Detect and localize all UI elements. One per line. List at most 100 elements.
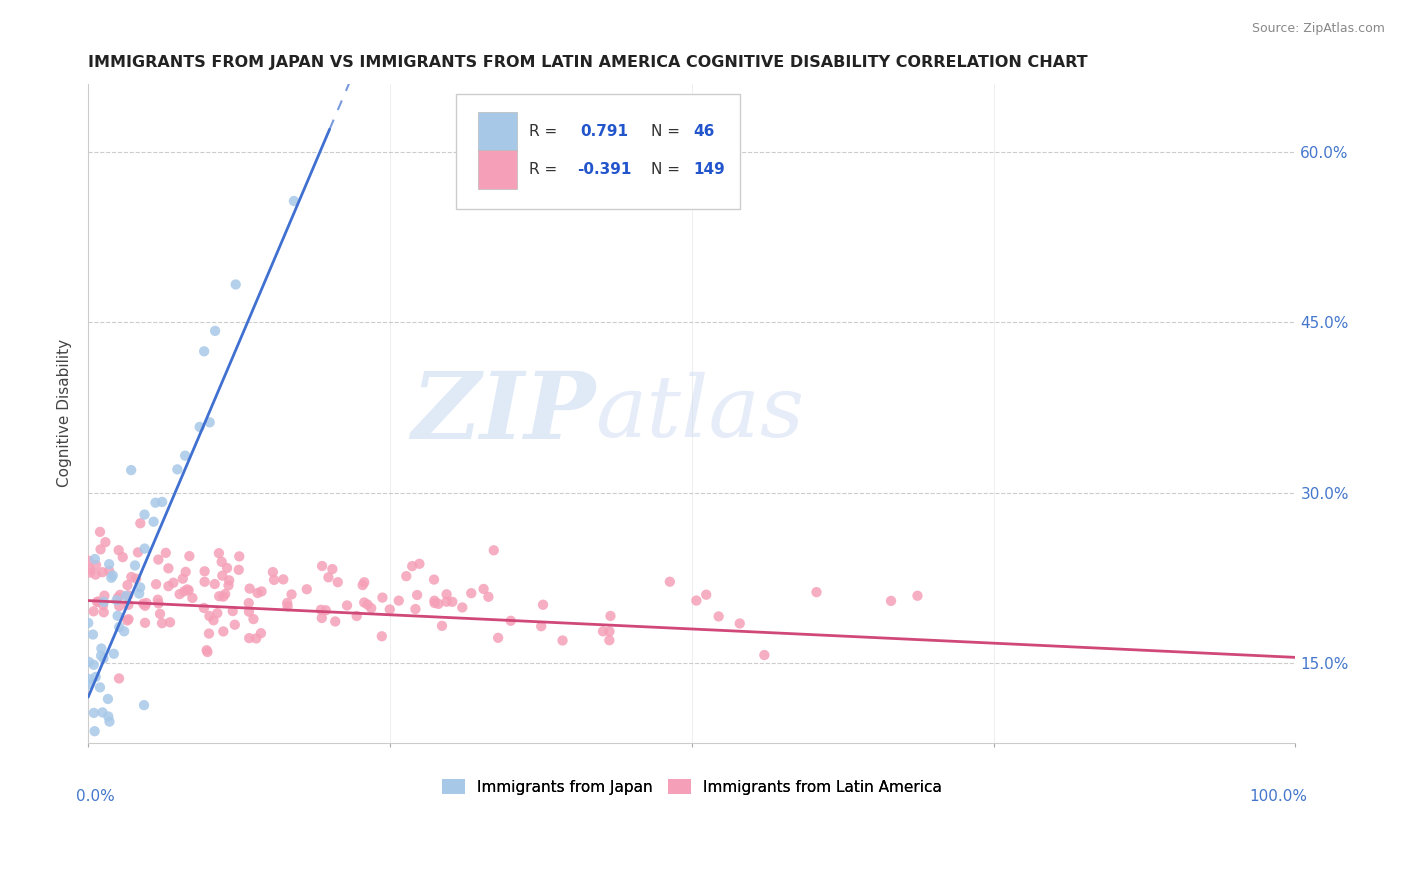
Point <box>181 591 204 605</box>
Point <box>395 569 418 583</box>
Point <box>806 585 828 599</box>
Point <box>408 557 430 571</box>
Point <box>441 595 464 609</box>
Point <box>108 599 131 614</box>
Point <box>378 602 401 616</box>
Point <box>356 598 378 612</box>
Point <box>228 549 250 564</box>
Text: Source: ZipAtlas.com: Source: ZipAtlas.com <box>1251 22 1385 36</box>
Point <box>188 420 211 434</box>
Point <box>460 586 482 600</box>
Point <box>238 631 260 645</box>
Point <box>204 324 226 338</box>
Point <box>309 603 332 617</box>
Point <box>245 632 267 646</box>
Point <box>174 449 197 463</box>
Point <box>148 596 170 610</box>
Point <box>262 565 284 579</box>
Point <box>112 624 135 639</box>
Point <box>107 591 129 605</box>
Point <box>100 571 122 585</box>
Point <box>90 641 112 656</box>
Point <box>194 564 217 578</box>
Point <box>295 582 318 597</box>
Point <box>157 561 180 575</box>
Point <box>436 587 458 601</box>
Point <box>150 495 173 509</box>
Point <box>135 596 157 610</box>
Point <box>321 562 343 576</box>
Point <box>179 549 201 563</box>
Point <box>146 592 169 607</box>
Point <box>87 594 110 608</box>
Point <box>94 535 117 549</box>
Point <box>169 587 191 601</box>
Point <box>177 583 200 598</box>
Text: ZIP: ZIP <box>411 368 595 458</box>
Point <box>89 681 111 695</box>
Point <box>124 558 146 573</box>
Point <box>326 575 349 590</box>
Point <box>155 546 177 560</box>
Point <box>423 596 446 610</box>
Point <box>117 588 139 602</box>
Text: atlas: atlas <box>595 372 804 455</box>
Point <box>246 586 269 600</box>
Point <box>98 714 121 729</box>
Point <box>277 599 299 614</box>
Point <box>193 601 215 615</box>
Point <box>77 655 100 669</box>
Point <box>166 462 188 476</box>
Point <box>685 593 707 607</box>
Point <box>97 692 120 706</box>
Point <box>263 573 285 587</box>
Point <box>499 614 522 628</box>
Point <box>371 591 394 605</box>
Point <box>132 698 155 713</box>
Point <box>598 633 620 648</box>
Point <box>79 566 101 580</box>
Point <box>477 590 499 604</box>
Text: N =: N = <box>651 162 679 177</box>
Point <box>404 602 426 616</box>
Point <box>148 552 170 566</box>
Point <box>250 584 273 599</box>
Point <box>134 599 156 613</box>
Point <box>530 619 553 633</box>
Point <box>93 595 115 609</box>
Point <box>103 647 125 661</box>
FancyBboxPatch shape <box>478 150 517 189</box>
FancyBboxPatch shape <box>457 94 740 209</box>
Point <box>598 624 620 639</box>
Point <box>218 574 240 588</box>
Point <box>83 724 105 739</box>
Text: R =: R = <box>529 124 557 139</box>
Point <box>108 620 131 634</box>
Text: 149: 149 <box>693 162 724 177</box>
Point <box>242 612 264 626</box>
Point <box>427 597 450 611</box>
Legend: Immigrants from Japan, Immigrants from Latin America: Immigrants from Japan, Immigrants from L… <box>436 772 948 801</box>
Point <box>311 611 333 625</box>
Point <box>176 582 198 597</box>
Point <box>315 603 337 617</box>
Point <box>754 648 776 662</box>
Point <box>117 598 139 612</box>
Point <box>728 616 751 631</box>
Point <box>83 657 105 672</box>
Point <box>84 670 107 684</box>
Point <box>472 582 495 596</box>
Point <box>193 344 215 359</box>
Point <box>132 597 155 611</box>
Point <box>353 575 375 590</box>
Point <box>401 559 423 574</box>
Point <box>280 587 302 601</box>
Point <box>323 615 346 629</box>
Point <box>82 627 104 641</box>
Point <box>238 605 260 619</box>
Point <box>211 568 233 582</box>
Point <box>91 706 114 720</box>
Point <box>134 508 156 522</box>
Point <box>198 415 221 429</box>
Text: IMMIGRANTS FROM JAPAN VS IMMIGRANTS FROM LATIN AMERICA COGNITIVE DISABILITY CORR: IMMIGRANTS FROM JAPAN VS IMMIGRANTS FROM… <box>89 55 1088 70</box>
